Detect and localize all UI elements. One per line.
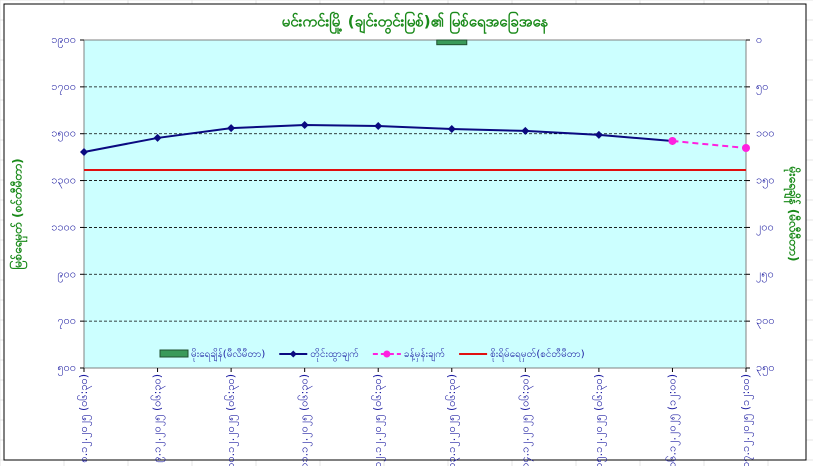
point xyxy=(594,130,603,139)
y-tick-label: ၁၉၀၀ xyxy=(51,33,76,48)
y2-tick-label: ၃၅၀ xyxy=(756,361,775,376)
y2-tick-label: ၅၀ xyxy=(756,80,768,95)
point xyxy=(374,121,383,130)
x-tick-label: ၈.၁၂.၂၀၂၅ (၀၆:၃၀) xyxy=(77,374,92,463)
point xyxy=(521,126,530,135)
rain-bar xyxy=(436,39,468,46)
y2-tick-label: ၃၀၀ xyxy=(756,314,775,329)
point xyxy=(742,144,750,153)
point xyxy=(447,125,456,134)
x-tick-label: ၁၀.၁၂.၂၀၂၅ (၀၆:၃၀) xyxy=(224,374,239,466)
y-tick-label: ၁၃၀၀ xyxy=(51,174,76,189)
y-tick-label: ၁၅၀၀ xyxy=(51,127,76,142)
y-tick-label: ၇၀၀ xyxy=(57,314,76,329)
point xyxy=(80,147,88,156)
x-tick-label: ၁၄.၁၂.၂၀၂၅ (၀၆:၃၀) xyxy=(518,374,533,466)
point xyxy=(668,136,677,145)
y2-tick-label: ၁၀၀ xyxy=(756,127,775,140)
x-tick-label: ၁၆.၁၂.၂၀၂၅ (၁၂:၀၀) xyxy=(665,374,680,466)
y2-tick-label: ၂၀၀ xyxy=(756,220,774,235)
legend-swatch xyxy=(159,349,189,358)
x-tick-label: ၉.၁၂.၂၀၂၅ (၀၆:၃၀) xyxy=(151,374,166,463)
y-tick-label: ၁၁၀၀ xyxy=(51,220,76,233)
x-tick-label: ၁၂.၁၂.၂၀၂၅ (၀၆:၃၀) xyxy=(371,374,386,466)
point xyxy=(153,133,162,142)
legend-label: စိုးရိမ်ရေမှတ်(စင်တီမီတာ) xyxy=(490,347,585,362)
y-tick-label: ၁၇၀၀ xyxy=(51,80,76,95)
series-line xyxy=(672,139,747,150)
y-tick-label: ၉၀၀ xyxy=(57,267,76,282)
point xyxy=(300,121,309,130)
x-tick-label: ၁၅.၁၂.၂၀၂၅ (၀၆:၃၀) xyxy=(592,374,607,466)
x-tick-label: ၁၃.၁၂.၂၀၂၅ (၀၆:၃၀) xyxy=(445,374,460,466)
y2-tick-label: ၁၅၀ xyxy=(756,174,775,189)
y-tick-label: ၅၀၀ xyxy=(57,361,76,376)
legend-label: တိုင်းထွာချက် xyxy=(310,347,359,362)
y2-axis-label: မိုးရေချိန် (မီလီမီတာ) xyxy=(783,166,803,262)
legend-swatch xyxy=(289,350,297,358)
legend-label: မိုးရေချိန်(မီလီမီတာ) xyxy=(191,347,265,362)
x-tick-label: ၁၇.၁၂.၂၀၂၅ (၁၂:၀၀) xyxy=(739,374,754,466)
point xyxy=(227,124,236,133)
legend-swatch xyxy=(383,350,391,358)
x-tick-label: ၁၁.၁၂.၂၀၂၅ (၀၆:၃၀) xyxy=(298,374,313,466)
y-axis-label: မြစ်ရေမှတ် (စင်တီမီတာ) xyxy=(8,158,29,269)
y2-tick-label: ၀ xyxy=(756,33,762,46)
legend-label: ခန့်မှန်းချက် xyxy=(404,347,445,362)
y2-tick-label: ၂၅၀ xyxy=(756,267,774,282)
plot-area xyxy=(83,39,747,369)
